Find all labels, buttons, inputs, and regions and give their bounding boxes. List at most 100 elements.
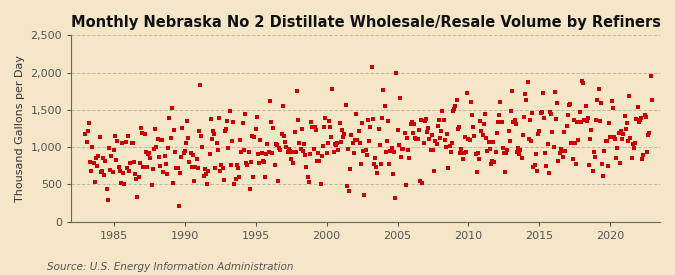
Point [82, 129, 93, 133]
Point [616, 129, 626, 133]
Point [367, 117, 378, 121]
Point [117, 141, 128, 145]
Point [197, 145, 208, 149]
Point [169, 128, 180, 133]
Point [317, 154, 327, 158]
Point [101, 187, 112, 191]
Point [549, 90, 560, 94]
Point [203, 169, 214, 173]
Point [337, 128, 348, 133]
Point [380, 150, 391, 155]
Point [184, 160, 195, 164]
Point [430, 138, 441, 143]
Point [227, 138, 238, 143]
Point [298, 148, 308, 153]
Point [392, 128, 403, 132]
Point [507, 89, 518, 93]
Point [351, 112, 362, 116]
Point [211, 140, 222, 145]
Point [575, 120, 586, 124]
Point [238, 147, 249, 152]
Point [225, 163, 236, 167]
Point [408, 122, 419, 126]
Point [342, 147, 353, 151]
Point [524, 118, 535, 122]
Point [292, 89, 302, 94]
Point [572, 120, 583, 124]
Point [332, 141, 343, 145]
Point [542, 142, 553, 146]
Point [513, 146, 524, 150]
Point [617, 137, 628, 141]
Point [627, 142, 638, 147]
Point [188, 153, 198, 157]
Point [189, 178, 200, 183]
Point [622, 139, 633, 143]
Point [331, 143, 342, 147]
Point [100, 159, 111, 163]
Point [449, 106, 460, 111]
Point [570, 162, 581, 166]
Point [391, 70, 402, 75]
Point [591, 118, 601, 122]
Point [95, 135, 105, 139]
Point [125, 160, 136, 165]
Point [326, 134, 337, 139]
Point [567, 157, 578, 161]
Point [589, 150, 599, 154]
Point [460, 135, 470, 140]
Point [502, 148, 513, 153]
Point [384, 162, 395, 166]
Point [302, 175, 313, 180]
Point [112, 139, 123, 143]
Point [576, 79, 587, 83]
Point [637, 157, 648, 161]
Point [333, 148, 344, 153]
Point [482, 149, 493, 153]
Point [161, 162, 171, 166]
Point [417, 181, 428, 186]
Point [462, 91, 472, 95]
Point [489, 160, 500, 164]
Point [90, 180, 101, 184]
Point [369, 161, 379, 166]
Point [313, 151, 324, 155]
Point [404, 156, 414, 160]
Point [566, 141, 576, 145]
Point [164, 116, 175, 120]
Point [157, 138, 167, 142]
Point [403, 148, 414, 153]
Point [423, 125, 433, 130]
Point [156, 138, 167, 143]
Point [130, 172, 140, 176]
Point [80, 131, 91, 136]
Point [348, 151, 359, 156]
Point [314, 159, 325, 163]
Point [223, 145, 234, 150]
Point [589, 155, 600, 160]
Point [485, 162, 496, 167]
Point [447, 141, 458, 145]
Point [516, 156, 527, 160]
Point [237, 121, 248, 125]
Point [84, 120, 95, 125]
Point [166, 106, 177, 111]
Point [624, 94, 634, 98]
Point [150, 126, 161, 131]
Point [518, 133, 529, 137]
Point [450, 104, 461, 108]
Point [474, 156, 485, 161]
Point [282, 150, 293, 155]
Point [352, 138, 362, 143]
Point [468, 125, 479, 130]
Point [230, 177, 241, 181]
Point [518, 115, 529, 120]
Point [86, 169, 97, 174]
Point [244, 187, 255, 192]
Point [421, 117, 431, 122]
Point [171, 166, 182, 170]
Point [109, 148, 119, 152]
Y-axis label: Thousand Gallons per Day: Thousand Gallons per Day [15, 55, 25, 202]
Point [255, 138, 266, 142]
Point [586, 128, 597, 132]
